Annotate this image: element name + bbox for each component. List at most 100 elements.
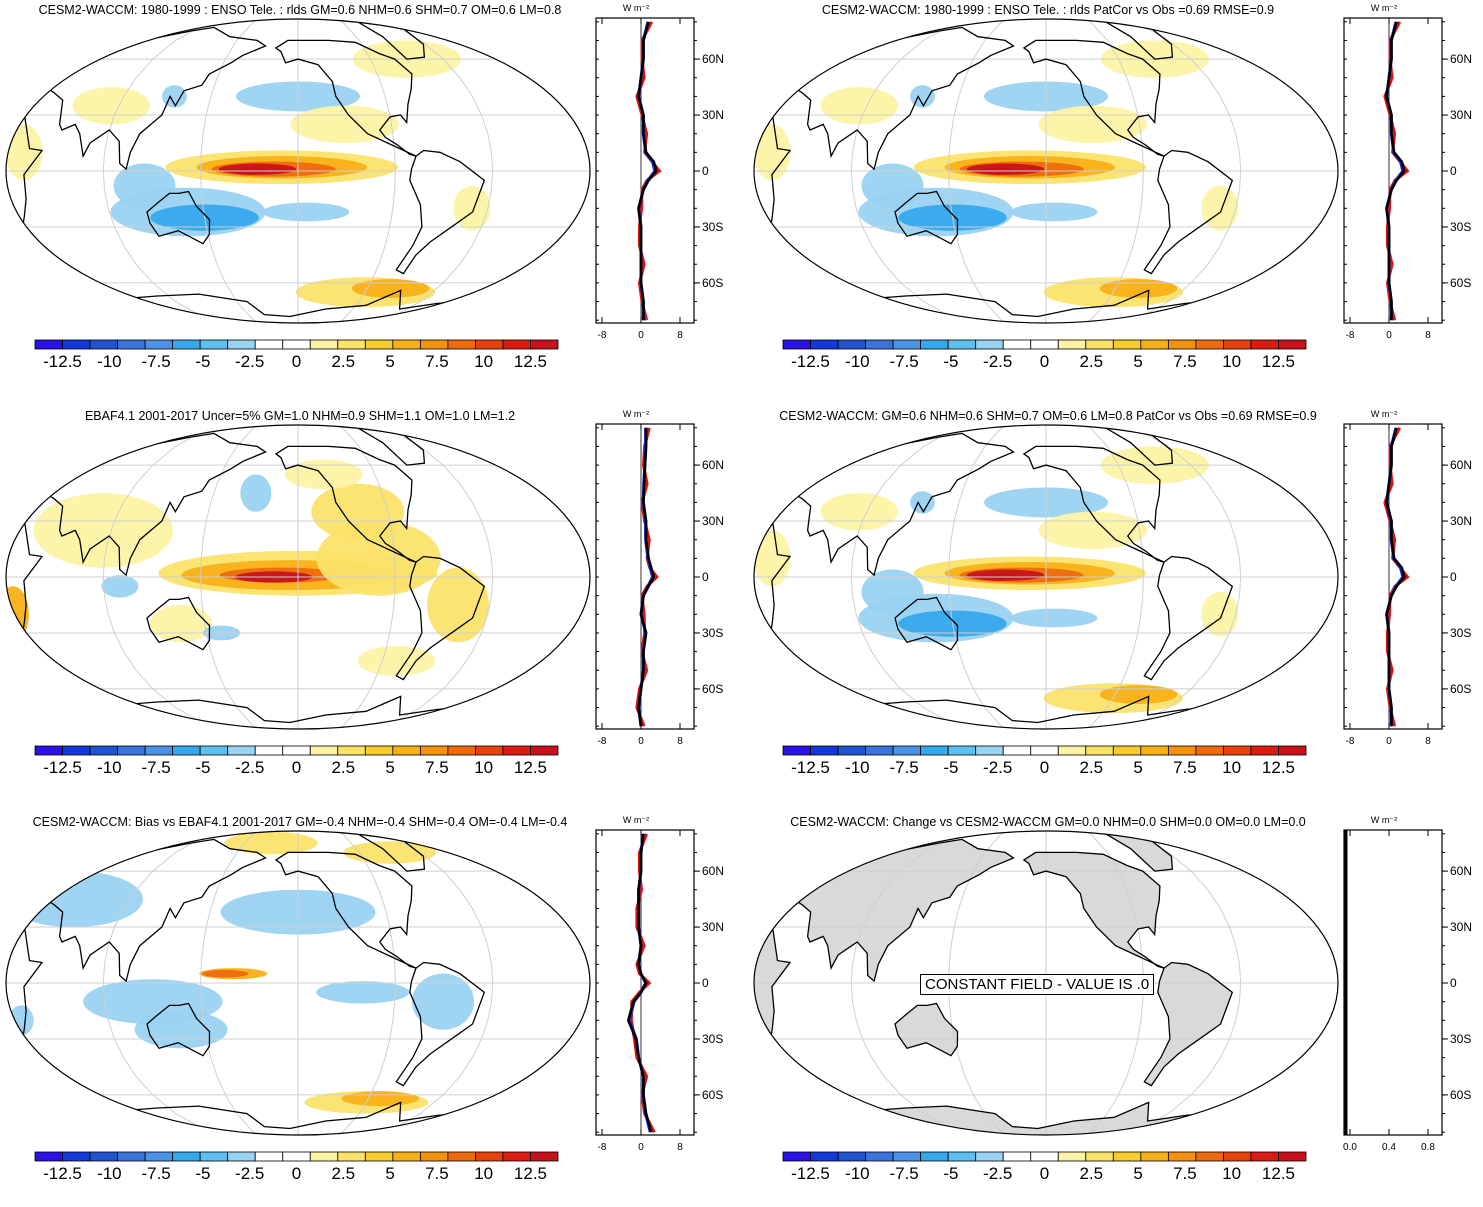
colorbar-swatch xyxy=(1030,745,1059,756)
colorbar-tick-label: 0 xyxy=(292,1164,301,1183)
coastline-greenland xyxy=(356,19,426,60)
colorbar-swatch xyxy=(530,745,559,756)
panel-title: CESM2-WACCM: GM=0.6 NHM=0.6 SHM=0.7 OM=0… xyxy=(779,409,1317,423)
colorbar-swatch xyxy=(865,1151,894,1162)
colorbar-swatch xyxy=(1002,745,1032,756)
colorbar-swatch xyxy=(89,339,118,350)
anomaly-region xyxy=(357,645,436,676)
lat-tick-label: 60S xyxy=(1450,682,1471,696)
colorbar: -12.5 -10 -7.5 -5 -2.5 0 2.5 5 7.5 10 12.5 xyxy=(34,339,559,371)
colorbar-tick-label: 12.5 xyxy=(514,758,547,777)
colorbar-swatch xyxy=(1030,339,1059,350)
anomaly-region xyxy=(1099,279,1178,298)
land-fill-samerica xyxy=(1144,962,1233,1086)
colorbar-swatch xyxy=(782,1151,811,1162)
colorbar-swatch xyxy=(1140,745,1169,756)
lat-tick-label: 30N xyxy=(702,108,724,122)
grid-longitude-line xyxy=(102,425,271,729)
colorbar-tick-label: 10 xyxy=(474,1164,493,1183)
map-panel-2: CESM2-WACCM: 1980-1999 : ENSO Tele. : rl… xyxy=(748,0,1483,395)
coastline-australia xyxy=(146,190,211,245)
anomaly-region xyxy=(284,459,363,490)
lat-tick-label: 60N xyxy=(1450,458,1472,472)
colorbar-swatch xyxy=(810,745,839,756)
anomaly-region xyxy=(6,871,143,928)
colorbar-swatch xyxy=(89,745,118,756)
zonal-mean-plot: W m⁻² 60N 30N 0 30S 60S -8 0 8 xyxy=(1343,409,1472,747)
coastline-greenland xyxy=(356,831,426,872)
land-fill-eurasia xyxy=(793,839,1014,982)
colorbar-swatch xyxy=(947,1151,977,1162)
zonal-x-tick-label: 0 xyxy=(638,1142,644,1153)
colorbar: -12.5 -10 -7.5 -5 -2.5 0 2.5 5 7.5 10 12.5 xyxy=(782,1151,1307,1183)
map-panel-6: CESM2-WACCM: Change vs CESM2-WACCM GM=0.… xyxy=(748,812,1483,1207)
anomaly-region xyxy=(240,474,272,512)
anomaly-region xyxy=(101,575,139,598)
anomaly-region xyxy=(72,87,150,125)
colorbar-tick-label: 7.5 xyxy=(425,1164,449,1183)
coastline-greenland xyxy=(1104,19,1174,60)
colorbar-swatch xyxy=(1057,1151,1087,1162)
anomaly-region xyxy=(1201,185,1239,231)
colorbar-tick-label: -10 xyxy=(97,352,122,371)
colorbar: -12.5 -10 -7.5 -5 -2.5 0 2.5 5 7.5 10 12.5 xyxy=(34,745,559,777)
coastline-antarctica xyxy=(110,289,486,323)
grid-longitude-line xyxy=(850,425,1019,729)
profile-land xyxy=(1383,21,1410,321)
colorbar-tick-label: -12.5 xyxy=(791,1164,830,1183)
colorbar-tick-label: 10 xyxy=(1222,758,1241,777)
coastline-australia xyxy=(894,1002,959,1057)
colorbar-tick-label: 7.5 xyxy=(425,352,449,371)
coastline-samerica xyxy=(395,961,486,1087)
profile-land xyxy=(1383,427,1410,727)
colorbar-tick-label: 0 xyxy=(1040,758,1049,777)
colorbar-tick-label: 7.5 xyxy=(1173,1164,1197,1183)
colorbar-swatch xyxy=(1112,1151,1142,1162)
grid-longitude-line xyxy=(1073,425,1242,729)
land-fill-australia xyxy=(895,1003,958,1056)
colorbar-tick-label: 0 xyxy=(1040,1164,1049,1183)
colorbar-tick-label: 10 xyxy=(1222,352,1241,371)
colorbar-tick-label: 2.5 xyxy=(331,352,355,371)
coastline-antarctica xyxy=(110,1101,486,1135)
coastline-australia xyxy=(894,190,959,245)
anomaly-region xyxy=(1010,202,1098,222)
lat-tick-label: 60N xyxy=(1450,864,1472,878)
coastline-greenland xyxy=(1104,425,1174,466)
panel-graphic: W m⁻² 60N 30N 0 30S 60S -8 0 8 -12.5 -10 -7.5 -5 -2.5… xyxy=(753,409,1472,777)
colorbar-tick-label: -7.5 xyxy=(141,758,170,777)
panel-graphic: W m⁻² 60N 30N 0 30S 60S -8 0 8 -12.5 -10 -7.5 -5 -2.5… xyxy=(5,409,724,777)
colorbar-tick-label: 2.5 xyxy=(1079,758,1103,777)
colorbar-swatch xyxy=(199,745,229,756)
zonal-mean-plot: W m⁻² 60N 30N 0 30S 60S -8 0 8 xyxy=(595,3,724,341)
anomaly-region xyxy=(351,279,430,298)
colorbar-tick-label: -5 xyxy=(943,352,958,371)
map-area xyxy=(6,831,590,1135)
units-label: W m⁻² xyxy=(1371,815,1397,825)
lat-tick-label: 30S xyxy=(702,220,723,234)
lat-tick-label: 60N xyxy=(702,458,724,472)
lat-tick-label: 0 xyxy=(1450,164,1457,178)
map-border xyxy=(5,424,591,730)
colorbar-swatch xyxy=(475,339,504,350)
map-border xyxy=(5,830,591,1136)
colorbar-swatch xyxy=(837,745,866,756)
anomaly-region xyxy=(820,493,898,531)
colorbar-swatch xyxy=(1278,339,1307,350)
colorbar-tick-label: 12.5 xyxy=(514,1164,547,1183)
map-panel-3: EBAF4.1 2001-2017 Uncer=5% GM=1.0 NHM=0.… xyxy=(0,406,735,801)
colorbar-swatch xyxy=(1085,339,1114,350)
colorbar-swatch xyxy=(337,745,366,756)
anomaly-region xyxy=(6,124,43,181)
colorbar-swatch xyxy=(1030,1151,1059,1162)
profile-all xyxy=(637,21,658,321)
colorbar-swatch xyxy=(1223,339,1252,350)
colorbar-swatch xyxy=(1195,339,1224,350)
coastline-samerica xyxy=(395,149,486,275)
colorbar-swatch xyxy=(309,745,339,756)
lat-tick-label: 30N xyxy=(1450,108,1472,122)
lat-tick-label: 60N xyxy=(702,864,724,878)
colorbar-swatch xyxy=(892,1151,922,1162)
coastline-eurasia xyxy=(791,26,1015,171)
zonal-x-tick-label: 0 xyxy=(638,736,644,747)
